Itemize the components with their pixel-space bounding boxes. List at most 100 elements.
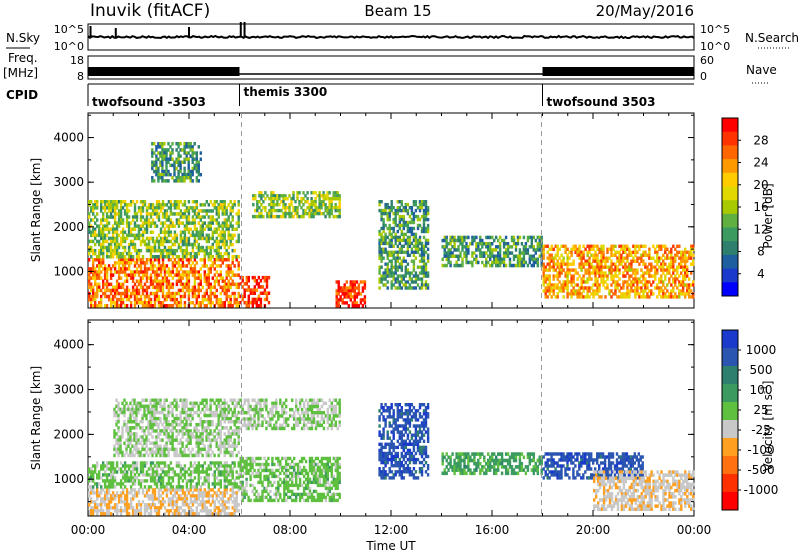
- echo-cell: [94, 491, 97, 495]
- echo-cell: [310, 203, 313, 207]
- echo-cell: [179, 464, 183, 468]
- echo-cell: [125, 267, 129, 271]
- echo-cell: [594, 289, 597, 293]
- echo-cell: [288, 211, 291, 216]
- echo-cell: [646, 295, 649, 299]
- echo-cell: [656, 244, 659, 248]
- echo-cell: [217, 500, 220, 504]
- echo-cell: [215, 251, 218, 256]
- echo-cell: [380, 280, 383, 284]
- echo-cell: [237, 291, 240, 296]
- echo-cell: [227, 500, 230, 504]
- echo-cell: [422, 208, 426, 213]
- echo-cell: [420, 259, 424, 263]
- echo-cell: [161, 467, 165, 471]
- echo-cell: [380, 208, 383, 213]
- echo-cell: [171, 506, 175, 510]
- echo-cell: [229, 233, 232, 238]
- echo-cell: [179, 294, 183, 299]
- echo-cell: [259, 285, 263, 289]
- echo-cell: [600, 250, 603, 254]
- echo-cell: [115, 291, 119, 296]
- echo-cell: [298, 203, 301, 207]
- echo-cell: [125, 294, 129, 299]
- echo-cell: [173, 294, 177, 299]
- echo-cell: [459, 235, 462, 240]
- echo-cell: [145, 221, 149, 225]
- echo-cell: [100, 491, 103, 495]
- echo-cell: [624, 256, 627, 260]
- echo-cell: [288, 214, 291, 219]
- echo-cell: [123, 255, 127, 259]
- echo-cell: [576, 289, 579, 293]
- echo-cell: [418, 206, 422, 210]
- echo-cell: [207, 273, 210, 277]
- echo-cell: [100, 218, 103, 222]
- echo-cell: [165, 151, 168, 155]
- echo-cell: [394, 265, 397, 269]
- echo-cell: [616, 283, 619, 287]
- echo-cell: [96, 258, 99, 262]
- echo-cell: [175, 291, 179, 296]
- echo-cell: [215, 279, 218, 283]
- echo-cell: [129, 488, 133, 492]
- echo-cell: [191, 485, 195, 489]
- echo-cell: [197, 145, 200, 149]
- echo-cell: [552, 247, 555, 251]
- echo-cell: [123, 494, 127, 498]
- echo-cell: [408, 283, 412, 287]
- echo-cell: [157, 212, 161, 216]
- echo-cell: [420, 206, 424, 210]
- echo-cell: [382, 247, 385, 251]
- echo-cell: [536, 235, 539, 240]
- echo-cell: [622, 271, 625, 275]
- echo-cell: [674, 292, 677, 296]
- echo-cell: [111, 248, 115, 253]
- echo-cell: [219, 461, 222, 465]
- echo-cell: [552, 262, 555, 266]
- echo-cell: [227, 227, 230, 231]
- echo-cell: [233, 482, 236, 486]
- echo-cell: [139, 233, 143, 238]
- echo-cell: [207, 494, 210, 498]
- echo-cell: [602, 280, 605, 284]
- echo-cell: [207, 488, 210, 492]
- echo-cell: [94, 233, 97, 238]
- echo-cell: [109, 464, 113, 468]
- echo-cell: [94, 279, 97, 283]
- echo-cell: [107, 264, 111, 268]
- echo-cell: [258, 214, 261, 219]
- echo-cell: [378, 229, 381, 234]
- echo-cell: [215, 255, 218, 259]
- echo-cell: [213, 239, 216, 244]
- echo-cell: [171, 212, 175, 216]
- echo-cell: [171, 270, 175, 274]
- echo-cell: [233, 485, 236, 489]
- echo-cell: [179, 301, 183, 305]
- echo-cell: [137, 270, 141, 274]
- echo-cell: [107, 473, 111, 477]
- echo-cell: [127, 203, 131, 207]
- echo-cell: [251, 300, 254, 305]
- echo-cell: [205, 473, 208, 477]
- echo-cell: [648, 268, 651, 272]
- echo-cell: [610, 277, 613, 281]
- echo-cell: [107, 288, 111, 293]
- echo-cell: [159, 301, 163, 305]
- echo-cell: [219, 276, 222, 280]
- echo-cell: [98, 233, 101, 238]
- echo-cell: [92, 488, 95, 492]
- echo-cell: [636, 283, 639, 287]
- echo-cell: [592, 268, 595, 272]
- echo-cell: [400, 229, 403, 234]
- echo-cell: [171, 282, 175, 287]
- echo-cell: [177, 479, 181, 483]
- echo-cell: [183, 467, 187, 471]
- echo-cell: [177, 160, 180, 164]
- echo-cell: [197, 230, 200, 234]
- echo-cell: [199, 209, 202, 213]
- echo-cell: [588, 274, 591, 278]
- echo-cell: [102, 464, 105, 468]
- echo-cell: [127, 297, 131, 302]
- echo-cell: [237, 509, 240, 513]
